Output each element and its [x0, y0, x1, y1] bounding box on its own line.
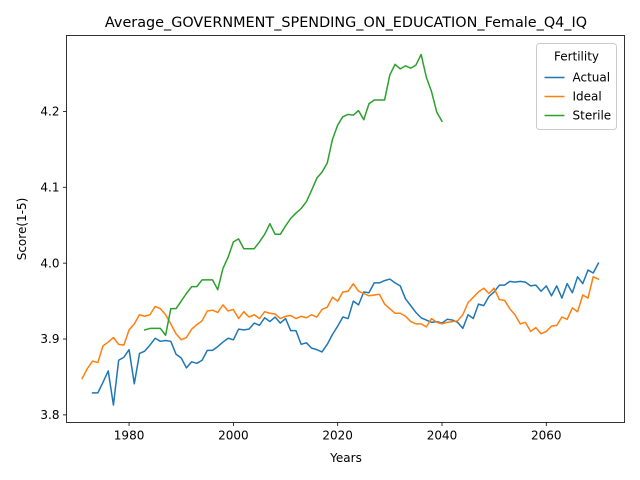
series-layer — [81, 53, 600, 406]
x-tick-label: 2060 — [531, 429, 562, 443]
legend-title: Fertility — [554, 50, 599, 64]
y-axis-title: Score(1-5) — [15, 198, 29, 261]
y-tick-label: 4.2 — [40, 105, 59, 119]
series-line-sterile — [143, 53, 444, 336]
legend-label-sterile: Sterile — [573, 109, 612, 123]
y-tick-label: 4.1 — [40, 180, 59, 194]
plot-frame — [66, 35, 625, 423]
y-tick-label: 4.0 — [40, 256, 59, 270]
series-line-actual — [91, 262, 600, 406]
x-tick-label: 1980 — [114, 429, 145, 443]
x-tick-label: 2040 — [427, 429, 458, 443]
y-tick-label: 3.9 — [40, 332, 59, 346]
y-tick-label: 3.8 — [40, 408, 59, 422]
y-axis: 3.8 3.9 4.0 4.1 4.2 — [40, 105, 67, 422]
legend-label-ideal: Ideal — [573, 90, 602, 104]
x-axis-title: Years — [329, 451, 362, 465]
legend-label-actual: Actual — [573, 71, 611, 85]
x-tick-label: 2000 — [218, 429, 249, 443]
x-axis: 1980 2000 2020 2040 2060 — [114, 422, 562, 443]
legend-box — [536, 43, 617, 130]
chart-title: Average_GOVERNMENT_SPENDING_ON_EDUCATION… — [105, 15, 587, 31]
legend: Fertility Actual Ideal Sterile — [536, 43, 617, 130]
x-tick-label: 2020 — [322, 429, 353, 443]
